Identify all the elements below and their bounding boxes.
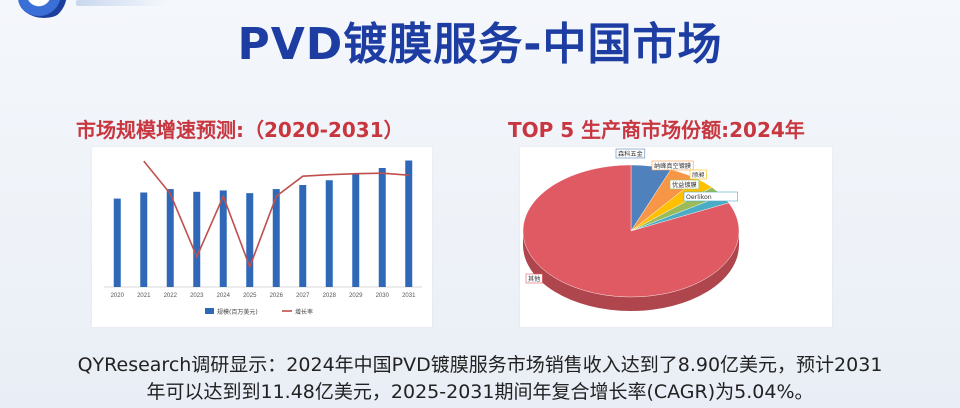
bar-2023: [193, 191, 201, 287]
pie-chart-title: TOP 5 生产商市场份额:2024年: [508, 118, 805, 142]
x-tick-label: 2027: [296, 293, 310, 299]
bar-chart: 2020 2021 2022 2023 2024 2025 2026 2027 2028 2029…: [104, 160, 422, 316]
summary-text: QYResearch调研显示：2024年中国PVD镀膜服务市场销售收入达到了8.…: [0, 352, 960, 406]
growth-rate-line: [143, 160, 409, 270]
page-title: PVD镀膜服务-中国市场: [237, 19, 723, 70]
bar-2028: [325, 180, 333, 287]
legend-label-line: 增长率: [295, 308, 313, 316]
pie-label-text: 颀昶: [692, 171, 704, 179]
bar-2022: [166, 189, 174, 287]
pie-label-box: [651, 160, 694, 171]
bar-chart-card: 2020 2021 2022 2023 2024 2025 2026 2027 2028 2029…: [92, 147, 432, 327]
legend-swatch-bar: [205, 308, 214, 314]
x-tick-label: 2026: [270, 293, 284, 299]
company-logo: [18, 0, 70, 18]
pie-label-1: 纳峰真空镀膜: [651, 160, 694, 171]
pie-label-box: [669, 179, 700, 190]
pie-label-5: 其他: [525, 273, 543, 284]
pie-label-3: 优益镀膜: [669, 179, 700, 190]
summary-line-1: QYResearch调研显示：2024年中国PVD镀膜服务市场销售收入达到了8.…: [77, 354, 883, 376]
pie-label-text: Oerlikon: [686, 194, 712, 201]
legend: 规模(百万美元) 增长率: [205, 308, 313, 316]
bar-2029: [352, 174, 360, 287]
x-tick-label: 2030: [376, 293, 390, 299]
bar-2031: [405, 160, 413, 287]
pie-label-box: [615, 148, 646, 159]
pie-label-2: 颀昶: [689, 169, 707, 180]
x-tick-label: 2024: [217, 293, 231, 299]
pie-side-wall: [523, 231, 739, 311]
summary-line-2: 年可以达到到11.48亿美元，2025-2031期间年复合增长率(CAGR)为5…: [146, 381, 814, 403]
pie-label-4: Oerlikon: [683, 191, 738, 202]
x-tick-label: 2022: [164, 293, 178, 299]
x-tick-label: 2029: [349, 293, 363, 299]
bar-chart-title: 市场规模增速预测:（2020-2031）: [76, 118, 404, 142]
x-tick-label: 2020: [111, 293, 125, 299]
pie-label-text: 优益镀膜: [672, 181, 697, 189]
pie-label-text: 森科五金: [618, 150, 644, 158]
bar-2026: [272, 189, 280, 287]
bar-2025: [246, 193, 254, 287]
pie-label-text: 其他: [528, 275, 540, 283]
logo-text: [76, 0, 166, 6]
legend-label-bar: 规模(百万美元): [217, 308, 258, 316]
bar-2024: [219, 190, 227, 287]
pie-label-box: [689, 169, 707, 180]
bar-2020: [113, 198, 121, 287]
pie-label-box: [525, 273, 543, 284]
bar-2021: [140, 192, 148, 287]
pie-label-text: 纳峰真空镀膜: [654, 162, 691, 170]
bar-2030: [378, 168, 386, 287]
pie-label-0: 森科五金: [615, 148, 646, 159]
bar-2027: [299, 185, 307, 287]
pie-chart-card: 森科五金纳峰真空镀膜 颀昶优益镀膜 Oerlikon 其他: [520, 147, 832, 327]
pie-slice-5: [522, 164, 740, 298]
x-tick-label: 2023: [190, 293, 204, 299]
pie-label-box: [683, 191, 738, 202]
x-tick-label: 2021: [137, 293, 151, 299]
x-tick-label: 2028: [323, 293, 337, 299]
x-tick-label: 2025: [243, 293, 257, 299]
x-tick-label: 2031: [402, 293, 416, 299]
